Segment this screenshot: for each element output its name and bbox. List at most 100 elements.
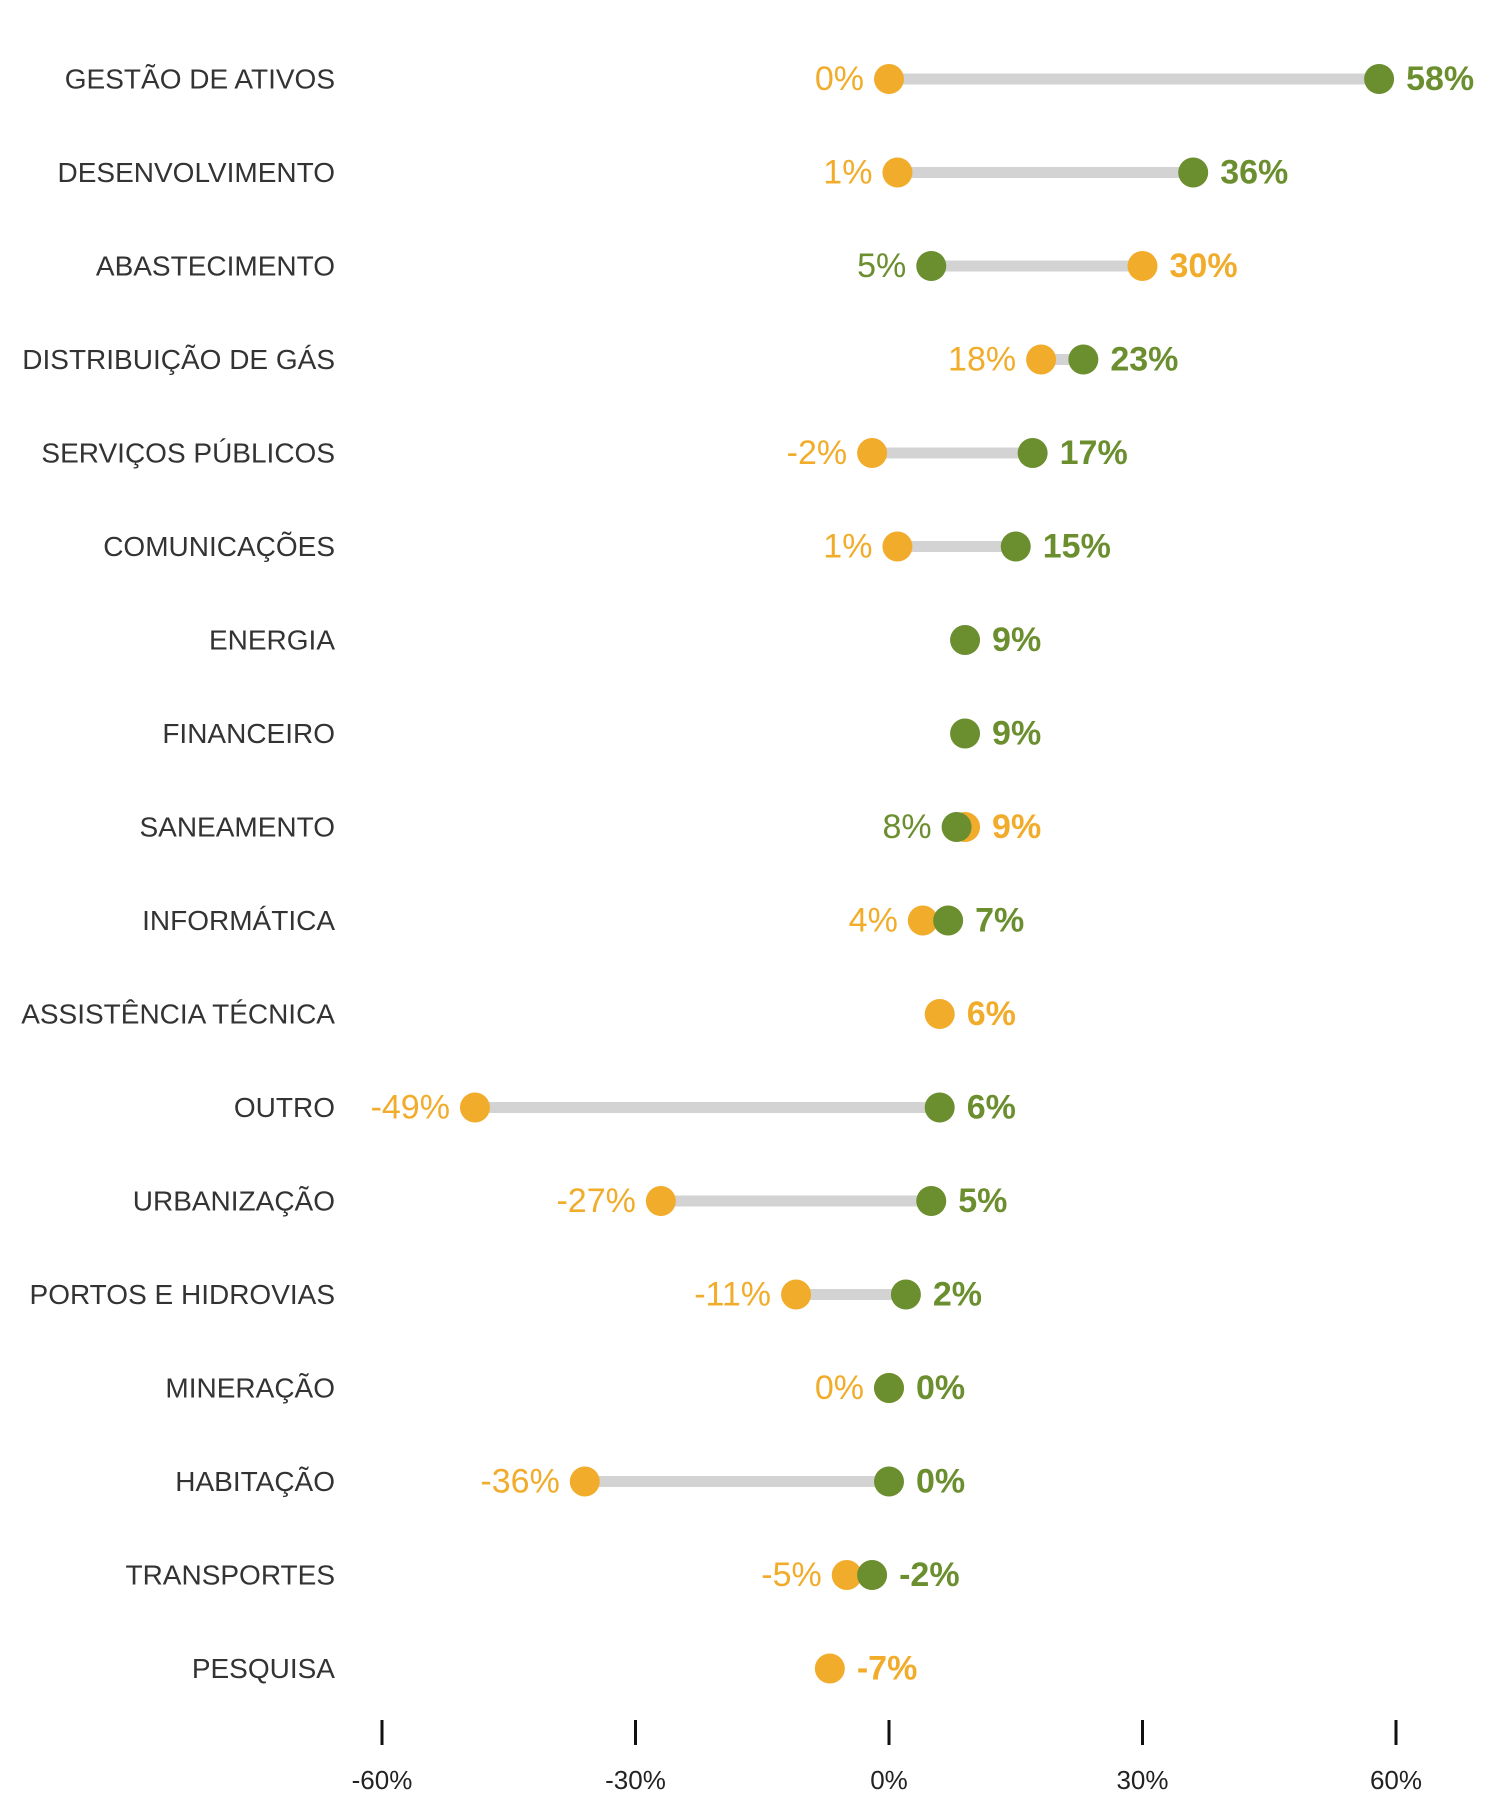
value-label-bold: -7% (857, 1650, 917, 1688)
orange-point (857, 438, 888, 468)
category-label: ASSISTÊNCIA TÉCNICA (21, 999, 335, 1030)
value-label: -2% (787, 434, 847, 472)
category-label: OUTRO (234, 1092, 335, 1123)
value-label: 8% (882, 808, 931, 846)
category-label: DESENVOLVIMENTO (58, 157, 335, 188)
green-point (1364, 64, 1395, 94)
value-label-bold: 6% (967, 995, 1016, 1033)
category-label: GESTÃO DE ATIVOS (65, 64, 335, 95)
chart-row: URBANIZAÇÃO 5% -27% (133, 1182, 1008, 1220)
chart-row: SANEAMENTO 9% 8% (139, 808, 1041, 846)
orange-point (814, 1653, 845, 1684)
x-axis: -60% -30% 0% 30% 60% (352, 1720, 1422, 1795)
category-label: FINANCEIRO (162, 718, 335, 749)
orange-point (882, 157, 913, 188)
value-label-bold: 9% (992, 621, 1041, 659)
value-label-bold: 23% (1110, 341, 1178, 379)
value-label: -27% (556, 1182, 635, 1220)
green-point (874, 1373, 904, 1403)
value-label: 4% (849, 902, 898, 940)
green-point (916, 251, 947, 281)
category-label: PORTOS E HIDROVIAS (30, 1279, 335, 1310)
chart-row: SERVIÇOS PÚBLICOS 17% -2% (41, 434, 1127, 472)
chart-row: ABASTECIMENTO 30% 5% (96, 247, 1238, 285)
category-label: INFORMÁTICA (142, 905, 335, 936)
x-tick-label: -30% (605, 1765, 666, 1795)
category-label: HABITAÇÃO (175, 1466, 335, 1497)
category-label: DISTRIBUIÇÃO DE GÁS (22, 344, 335, 375)
chart-row: TRANSPORTES -2% -5% (125, 1556, 959, 1594)
value-label-bold: 0% (916, 1463, 965, 1501)
orange-point (924, 999, 955, 1029)
chart-row: ASSISTÊNCIA TÉCNICA 6% (21, 995, 1016, 1033)
green-point (933, 905, 964, 936)
category-label: SANEAMENTO (139, 812, 335, 843)
value-label: -11% (694, 1276, 771, 1314)
value-label: 5% (857, 247, 906, 285)
orange-point (459, 1092, 490, 1123)
category-label: ENERGIA (209, 625, 335, 656)
value-label: 1% (823, 528, 872, 566)
value-label-bold: 30% (1170, 247, 1238, 285)
category-label: PESQUISA (192, 1653, 335, 1684)
value-label-bold: 6% (967, 1089, 1016, 1127)
chart-row: MINERAÇÃO 0% 0% (165, 1369, 965, 1407)
value-label: 1% (823, 154, 872, 192)
chart-rows: GESTÃO DE ATIVOS 58% 0% DESENVOLVIMENTO 36% 1… (21, 60, 1474, 1688)
green-point (874, 1466, 904, 1497)
value-label-bold: 2% (933, 1276, 982, 1314)
chart-row: PORTOS E HIDROVIAS 2% -11% (30, 1276, 983, 1314)
green-point (924, 1092, 955, 1123)
green-point (1000, 531, 1031, 562)
value-label-bold: 15% (1043, 528, 1111, 566)
category-label: SERVIÇOS PÚBLICOS (41, 438, 335, 469)
orange-point (645, 1186, 676, 1216)
green-point (950, 625, 981, 655)
value-label: 0% (815, 1369, 864, 1407)
green-point (1068, 344, 1099, 375)
orange-point (831, 1560, 862, 1590)
category-label: MINERAÇÃO (165, 1373, 335, 1404)
value-label-bold: 0% (916, 1369, 965, 1407)
value-label-bold: 58% (1406, 60, 1474, 98)
green-point (950, 718, 981, 749)
chart-row: OUTRO 6% -49% (234, 1089, 1016, 1127)
value-label-bold: 36% (1220, 154, 1288, 192)
chart-row: COMUNICAÇÕES 15% 1% (103, 528, 1111, 566)
chart-row: DISTRIBUIÇÃO DE GÁS 23% 18% (22, 341, 1178, 379)
green-point (916, 1186, 947, 1216)
x-tick-label: 60% (1370, 1765, 1422, 1795)
green-point (941, 812, 972, 842)
green-point (1017, 438, 1048, 468)
category-label: URBANIZAÇÃO (133, 1186, 335, 1217)
chart-row: HABITAÇÃO 0% -36% (175, 1463, 965, 1501)
value-label-bold: 9% (992, 715, 1041, 753)
chart-row: INFORMÁTICA 7% 4% (142, 902, 1024, 940)
value-label: 18% (948, 341, 1016, 379)
x-tick-label: -60% (352, 1765, 413, 1795)
green-point (857, 1560, 888, 1590)
value-label: -36% (480, 1463, 559, 1501)
category-label: COMUNICAÇÕES (103, 531, 335, 562)
value-label: 0% (815, 60, 864, 98)
category-label: TRANSPORTES (125, 1560, 335, 1591)
value-label-bold: 9% (992, 808, 1041, 846)
orange-point (781, 1279, 812, 1310)
value-label-bold: -2% (899, 1556, 959, 1594)
orange-point (1127, 251, 1158, 281)
orange-point (1026, 344, 1057, 375)
value-label-bold: 17% (1060, 434, 1128, 472)
value-label-bold: 5% (958, 1182, 1007, 1220)
orange-point (882, 531, 913, 562)
chart-row: FINANCEIRO 9% (162, 715, 1041, 753)
value-label-bold: 7% (975, 902, 1024, 940)
green-point (890, 1279, 921, 1310)
orange-point (569, 1466, 600, 1497)
chart-row: GESTÃO DE ATIVOS 58% 0% (65, 60, 1474, 98)
x-tick-label: 30% (1116, 1765, 1168, 1795)
chart-row: PESQUISA -7% (192, 1650, 917, 1688)
category-label: ABASTECIMENTO (96, 251, 335, 282)
orange-point (907, 905, 938, 936)
orange-point (874, 64, 904, 94)
value-label: -49% (371, 1089, 450, 1127)
